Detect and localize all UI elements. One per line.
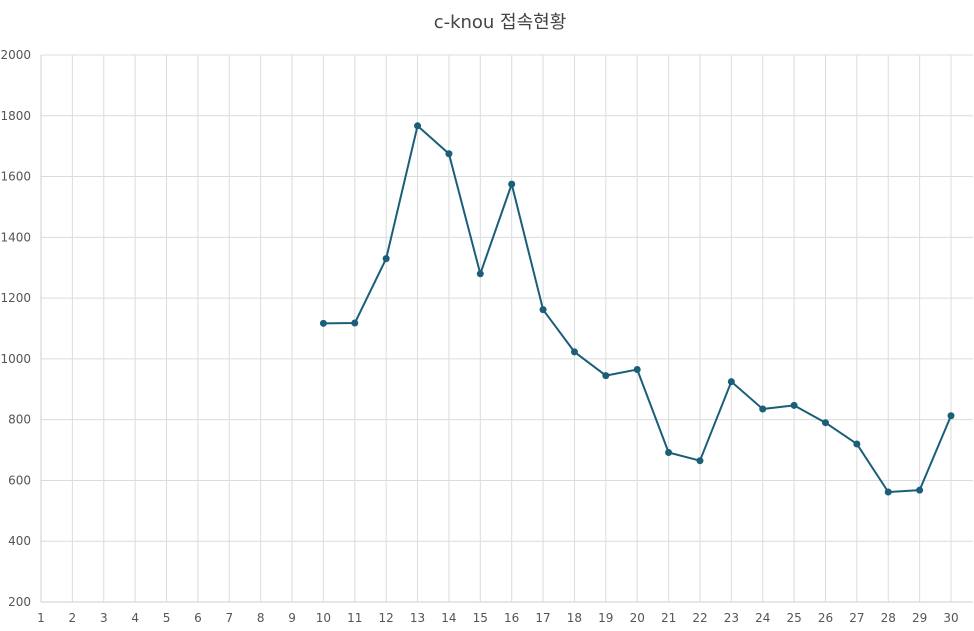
data-point <box>727 378 735 386</box>
y-tick-label: 600 <box>8 473 31 487</box>
x-tick-label: 25 <box>786 611 801 625</box>
x-tick-label: 23 <box>724 611 739 625</box>
data-point <box>351 319 359 327</box>
data-point <box>853 440 861 448</box>
x-tick-label: 14 <box>441 611 456 625</box>
x-tick-label: 18 <box>567 611 582 625</box>
x-tick-label: 5 <box>163 611 171 625</box>
y-tick-label: 2000 <box>0 48 31 62</box>
x-tick-label: 13 <box>410 611 425 625</box>
x-tick-label: 27 <box>849 611 864 625</box>
x-tick-label: 21 <box>661 611 676 625</box>
data-point <box>602 372 610 380</box>
x-tick-label: 9 <box>288 611 296 625</box>
x-tick-label: 16 <box>504 611 519 625</box>
x-tick-label: 20 <box>630 611 645 625</box>
data-point <box>445 150 453 158</box>
data-point <box>916 486 924 494</box>
chart-title: c-knou 접속현황 <box>434 12 567 33</box>
x-tick-label: 26 <box>818 611 833 625</box>
data-point <box>382 255 390 263</box>
grid-layer <box>40 54 973 603</box>
data-point <box>414 122 422 130</box>
data-point <box>759 405 767 413</box>
data-point <box>508 180 516 188</box>
data-point <box>947 412 955 420</box>
x-tick-label: 17 <box>535 611 550 625</box>
data-point <box>570 348 578 356</box>
y-tick-label: 200 <box>8 595 31 609</box>
data-point <box>539 306 547 314</box>
x-tick-label: 7 <box>225 611 233 625</box>
x-tick-label: 15 <box>473 611 488 625</box>
y-tick-label: 800 <box>8 413 31 427</box>
data-point <box>696 457 704 465</box>
y-tick-label: 400 <box>8 534 31 548</box>
x-tick-label: 6 <box>194 611 202 625</box>
x-tick-label: 22 <box>692 611 707 625</box>
data-point <box>790 401 798 409</box>
x-tick-label: 19 <box>598 611 613 625</box>
data-point <box>821 419 829 427</box>
data-point <box>665 448 673 456</box>
x-tick-label: 10 <box>316 611 331 625</box>
x-tick-label: 4 <box>131 611 139 625</box>
x-tick-label: 12 <box>379 611 394 625</box>
y-tick-label: 1400 <box>0 230 31 244</box>
data-point <box>884 488 892 496</box>
y-tick-label: 1800 <box>0 109 31 123</box>
y-tick-label: 1200 <box>0 291 31 305</box>
x-tick-label: 30 <box>943 611 958 625</box>
y-tick-label: 1600 <box>0 170 31 184</box>
y-tick-label: 1000 <box>0 352 31 366</box>
x-tick-label: 1 <box>37 611 45 625</box>
x-tick-label: 11 <box>347 611 362 625</box>
x-tick-label: 24 <box>755 611 770 625</box>
x-tick-label: 2 <box>69 611 77 625</box>
x-tick-label: 8 <box>257 611 265 625</box>
data-point <box>476 270 484 278</box>
data-point <box>319 319 327 327</box>
x-tick-label: 3 <box>100 611 108 625</box>
x-tick-label: 28 <box>881 611 896 625</box>
series-layer <box>319 122 955 496</box>
x-tick-label: 29 <box>912 611 927 625</box>
data-point <box>633 366 641 374</box>
